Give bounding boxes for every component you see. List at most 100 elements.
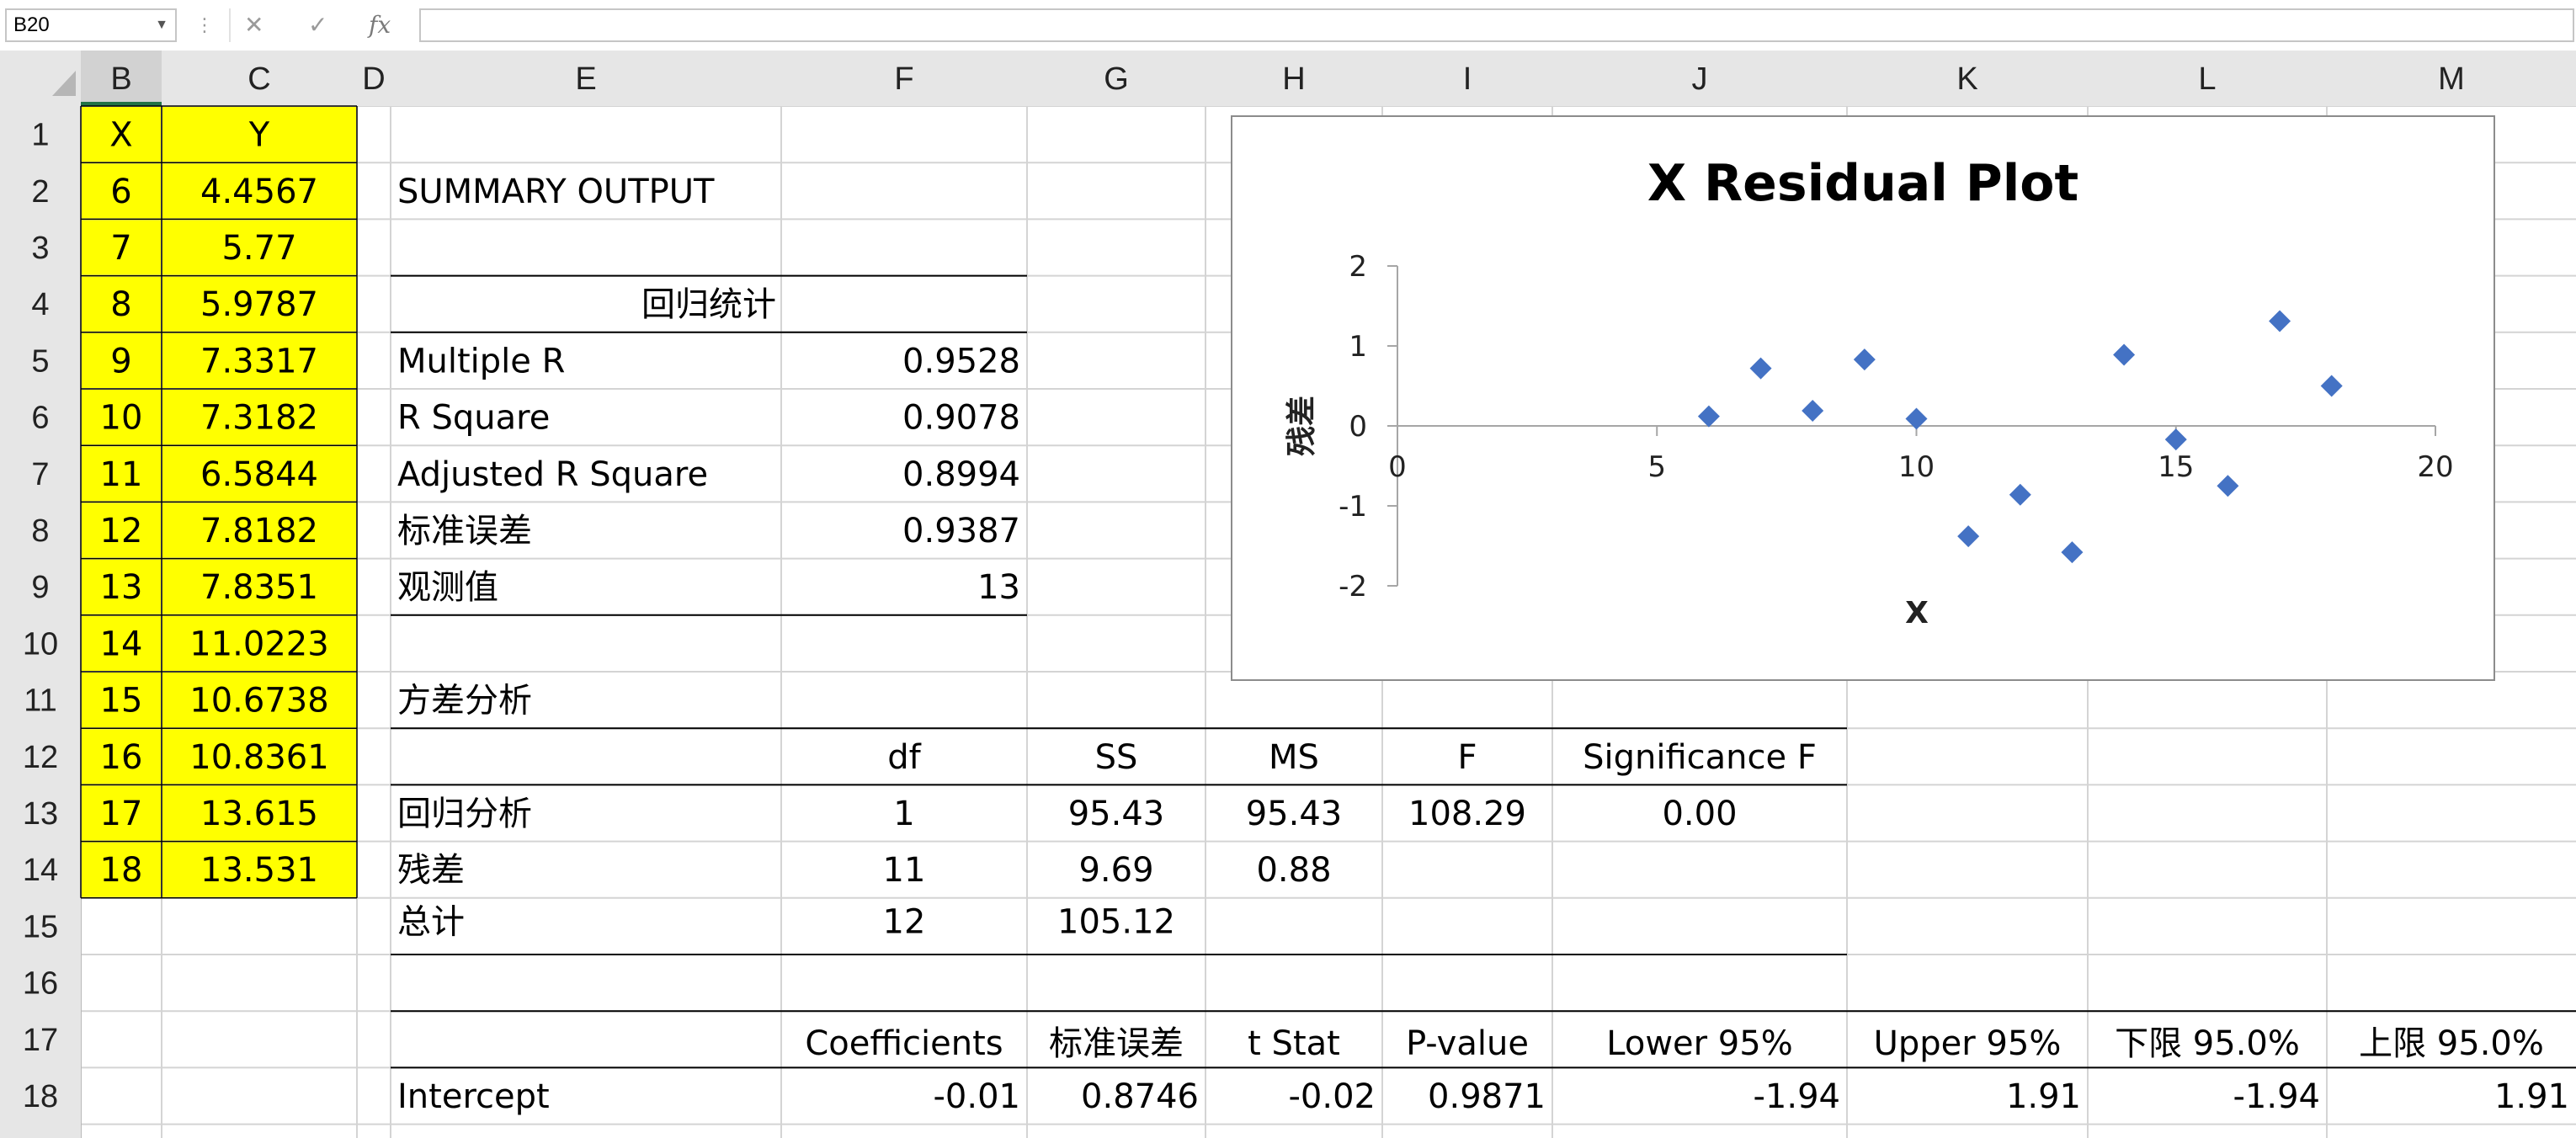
anova-f: 108.29 (1408, 795, 1526, 833)
anova-df: 11 (883, 851, 926, 890)
column-header-bar[interactable] (0, 51, 2576, 106)
residual-point[interactable] (2217, 475, 2239, 497)
regression-stat-label: 标准误差 (397, 512, 532, 550)
regression-stat-label: Multiple R (397, 342, 565, 380)
y-value: 4.4567 (200, 173, 318, 211)
more-options-icon[interactable]: ⋮ (195, 14, 214, 35)
summary-output-title: SUMMARY OUTPUT (397, 173, 715, 211)
column-header-h[interactable]: H (1282, 61, 1305, 97)
residual-point[interactable] (2320, 375, 2343, 397)
regression-stat-label: 观测值 (397, 568, 498, 607)
coefficients-value: 0.8746 (1081, 1077, 1199, 1116)
row-header-6[interactable]: 6 (31, 401, 49, 436)
residual-point[interactable] (1905, 407, 1928, 430)
select-all-icon[interactable] (52, 71, 76, 96)
coefficients-value: 0.9871 (1428, 1077, 1546, 1116)
row-header-17[interactable]: 17 (23, 1023, 58, 1058)
residual-point[interactable] (2113, 343, 2136, 366)
x-axis-title: X (1905, 596, 1929, 630)
column-header-f[interactable]: F (894, 61, 913, 97)
anova-ss: 95.43 (1068, 795, 1165, 833)
column-header-e[interactable]: E (575, 61, 596, 97)
anova-title: 方差分析 (397, 682, 532, 721)
row-header-18[interactable]: 18 (23, 1079, 58, 1114)
formula-input[interactable] (419, 8, 2574, 42)
coefficients-value: 0.88 (2494, 1134, 2569, 1138)
cancel-icon[interactable]: ✕ (244, 12, 264, 38)
row-header-19[interactable]: 19 (23, 1135, 58, 1138)
chart-area[interactable] (1231, 115, 2495, 681)
residual-point[interactable] (1697, 405, 1720, 428)
regression-stat-label: Adjusted R Square (397, 455, 708, 494)
y-value: 5.9787 (200, 285, 318, 324)
regression-stat-label: R Square (397, 399, 550, 438)
column-header-i[interactable]: I (1463, 61, 1472, 97)
row-header-16[interactable]: 16 (23, 966, 58, 1002)
spreadsheet-grid[interactable]: BCDEFGHIJKLM1234567891011121314151617181… (0, 51, 2576, 1138)
row-header-bar[interactable] (0, 106, 81, 1138)
residual-point[interactable] (1749, 357, 1772, 380)
y-value: 13.531 (200, 851, 318, 890)
row-header-11[interactable]: 11 (24, 683, 56, 719)
column-header-m[interactable]: M (2438, 61, 2465, 97)
residual-point[interactable] (1802, 399, 1824, 422)
enter-icon[interactable]: ✓ (308, 12, 328, 38)
residual-point[interactable] (2269, 310, 2291, 332)
row-header-5[interactable]: 5 (31, 343, 49, 379)
coefficients-header: t Stat (1248, 1024, 1340, 1063)
y-value: 7.3317 (200, 342, 318, 380)
row-header-10[interactable]: 10 (23, 626, 58, 662)
column-header-b-selected[interactable] (81, 51, 162, 106)
row-header-7[interactable]: 7 (31, 457, 49, 492)
column-header-k[interactable]: K (1956, 61, 1977, 97)
row-header-2[interactable]: 2 (31, 174, 49, 210)
anova-row-label: 残差 (397, 851, 465, 890)
column-header-j[interactable]: J (1692, 61, 1708, 97)
y-tick-label: 2 (1349, 250, 1367, 284)
insert-function-icon[interactable]: fx (369, 11, 391, 39)
coefficients-value: -1.94 (1754, 1077, 1841, 1116)
headers: BCDEFGHIJKLM1234567891011121314151617181… (0, 51, 2576, 1138)
row-header-8[interactable]: 8 (31, 513, 49, 549)
column-header-l[interactable]: L (2198, 61, 2216, 97)
chart-title: X Residual Plot (1647, 154, 2078, 213)
x-value: 10 (100, 399, 143, 438)
row-header-1[interactable]: 1 (31, 118, 49, 153)
anova-row-label: 总计 (397, 902, 465, 941)
anova-header: MS (1269, 738, 1319, 777)
table-borders (80, 105, 2576, 1069)
selected-column-indicator (81, 102, 162, 106)
anova-header: df (887, 738, 921, 777)
coefficients-value: -0.02 (1289, 1077, 1376, 1116)
row-header-14[interactable]: 14 (23, 853, 58, 888)
residual-point[interactable] (2009, 483, 2031, 506)
regression-stat-value: 0.9528 (902, 342, 1020, 380)
residual-point[interactable] (1957, 525, 1980, 548)
residual-point[interactable] (2061, 541, 2084, 564)
x-value: 17 (100, 795, 143, 833)
column-header-c[interactable]: C (247, 61, 270, 97)
row-header-15[interactable]: 15 (23, 909, 58, 944)
column-header-b[interactable]: B (110, 61, 131, 97)
coefficients-value: 0.57 (1765, 1134, 1840, 1138)
residual-point[interactable] (1853, 348, 1876, 371)
row-header-4[interactable]: 4 (31, 287, 49, 322)
residual-point[interactable] (2164, 428, 2187, 451)
column-header-d[interactable]: D (362, 61, 385, 97)
coefficients-header: Upper 95% (1874, 1024, 2062, 1063)
row-header-13[interactable]: 13 (23, 796, 58, 832)
column-header-g[interactable]: G (1104, 61, 1129, 97)
y-tick-label: -2 (1339, 570, 1367, 604)
row-header-12[interactable]: 12 (23, 740, 58, 775)
x-value: 12 (100, 512, 143, 550)
coefficients-value: 0.0000 (1428, 1134, 1546, 1138)
name-box[interactable]: B20 ▼ (5, 8, 177, 42)
anova-header: Significance F (1583, 738, 1817, 777)
y-value: 7.8351 (200, 568, 318, 607)
row-header-3[interactable]: 3 (31, 231, 49, 266)
coefficients-value: 0.0696 (1081, 1134, 1199, 1138)
name-box-dropdown-icon[interactable]: ▼ (155, 18, 168, 32)
row-header-9[interactable]: 9 (31, 570, 49, 605)
y-column-header: Y (248, 116, 270, 155)
